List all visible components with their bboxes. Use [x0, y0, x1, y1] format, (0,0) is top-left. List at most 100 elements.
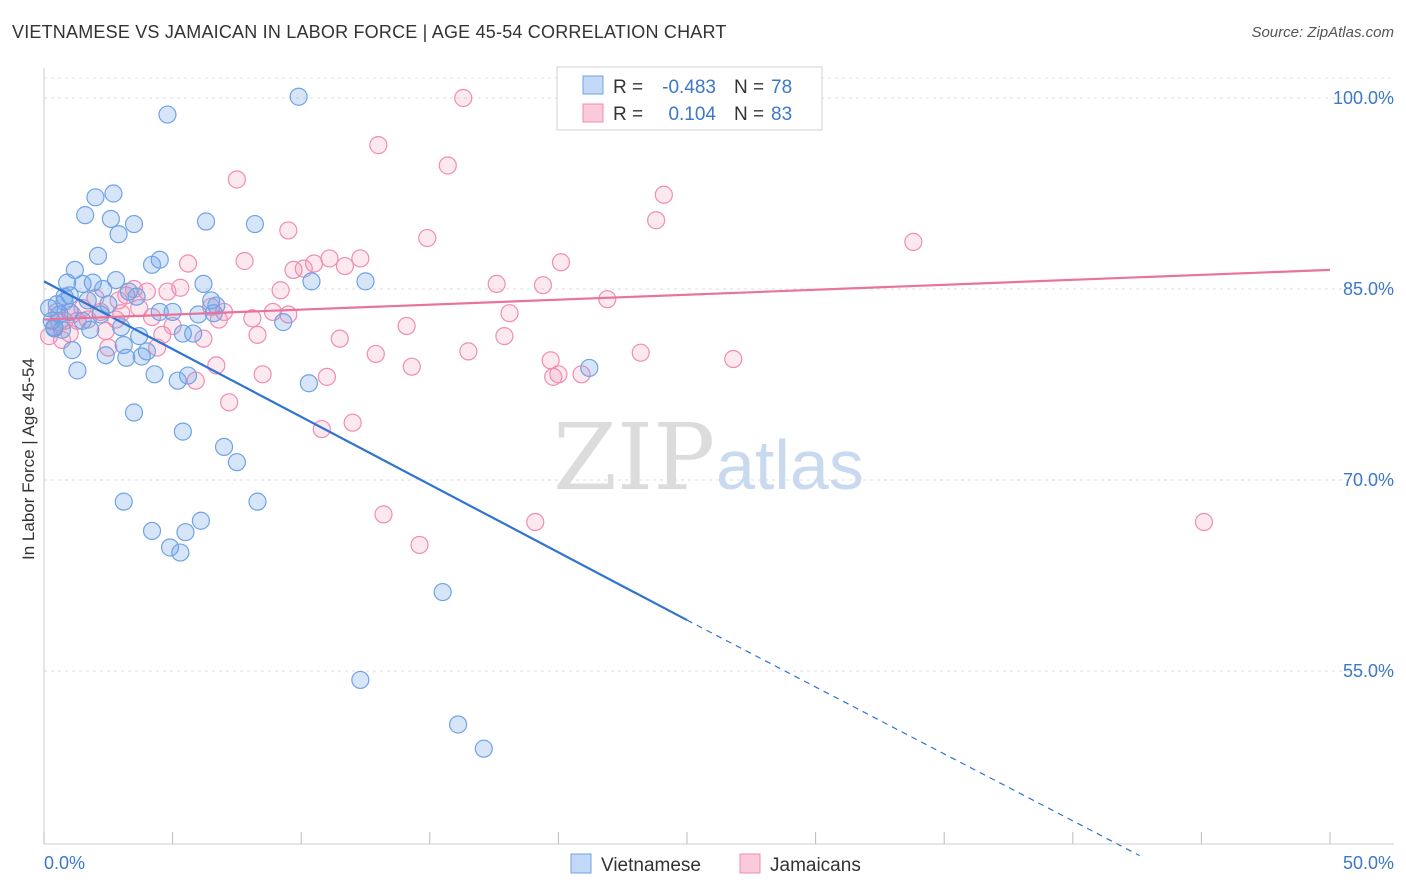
- point-jamaicans: [654, 185, 673, 204]
- point-jamaicans: [549, 365, 568, 384]
- legend-r-label-1: R =: [613, 77, 643, 98]
- y-tick-label: 100.0%: [1333, 88, 1394, 108]
- legend-r-value-2: 0.104: [668, 104, 716, 125]
- point-vietnamese: [73, 311, 92, 330]
- point-vietnamese: [227, 453, 246, 472]
- point-vietnamese: [191, 511, 210, 530]
- point-vietnamese: [106, 270, 126, 290]
- legend-n-value-2: 83: [771, 104, 792, 125]
- point-vietnamese: [109, 225, 128, 244]
- point-jamaicans: [248, 325, 267, 344]
- legend-n-label-2: N =: [734, 104, 764, 125]
- point-jamaicans: [724, 349, 743, 369]
- series-legend-label-vietnamese: Vietnamese: [601, 855, 701, 876]
- y-tick-label: 55.0%: [1343, 661, 1394, 681]
- point-jamaicans: [500, 304, 519, 323]
- point-jamaicans: [330, 329, 349, 348]
- point-vietnamese: [356, 272, 375, 291]
- point-jamaicans: [163, 316, 182, 336]
- point-jamaicans: [343, 413, 362, 432]
- x-tick-label-min: 0.0%: [44, 853, 85, 873]
- gridlines: [44, 77, 1394, 672]
- x-axis-ticks: [43, 832, 1331, 844]
- point-jamaicans: [533, 276, 553, 295]
- point-jamaicans: [235, 251, 254, 271]
- point-jamaicans: [320, 249, 339, 268]
- point-jamaicans: [369, 136, 388, 155]
- point-vietnamese: [299, 374, 319, 393]
- point-vietnamese: [99, 295, 118, 314]
- point-vietnamese: [302, 272, 321, 291]
- series-legend-swatch-jamaicans: [739, 853, 761, 874]
- point-vietnamese: [474, 739, 493, 758]
- point-jamaicans: [374, 505, 393, 524]
- point-vietnamese: [132, 347, 151, 366]
- chart-source: Source: ZipAtlas.com: [1251, 24, 1394, 41]
- point-vietnamese: [68, 361, 87, 380]
- point-vietnamese: [142, 521, 162, 541]
- legend-r-value-1: -0.483: [662, 77, 716, 98]
- stats-legend: R = -0.483 N = 78 R = 0.104 N = 83: [556, 66, 823, 131]
- point-vietnamese: [45, 319, 64, 338]
- point-jamaicans: [243, 309, 262, 328]
- point-vietnamese: [214, 437, 234, 456]
- point-jamaicans: [631, 343, 650, 362]
- point-vietnamese: [168, 371, 187, 390]
- point-jamaicans: [304, 254, 324, 273]
- legend-swatch-vietnamese: [582, 75, 604, 95]
- point-vietnamese: [178, 366, 198, 385]
- legend-n-label-1: N =: [734, 77, 764, 98]
- point-jamaicans: [178, 254, 198, 273]
- point-jamaicans: [1194, 512, 1214, 532]
- point-vietnamese: [448, 715, 468, 734]
- point-vietnamese: [274, 313, 293, 332]
- chart-title: VIETNAMESE VS JAMAICAN IN LABOR FORCE | …: [12, 22, 727, 42]
- point-vietnamese: [433, 582, 452, 602]
- point-vietnamese: [351, 670, 370, 690]
- point-jamaicans: [487, 274, 506, 294]
- point-jamaicans: [904, 232, 923, 251]
- x-tick-label-max: 50.0%: [1343, 853, 1394, 873]
- point-vietnamese: [124, 214, 144, 234]
- point-jamaicans: [397, 316, 416, 336]
- data-points: [40, 87, 1214, 758]
- point-vietnamese: [248, 492, 267, 511]
- point-jamaicans: [220, 393, 239, 412]
- point-vietnamese: [88, 246, 108, 265]
- point-vietnamese: [176, 523, 195, 542]
- point-jamaicans: [418, 228, 437, 248]
- point-vietnamese: [150, 250, 169, 269]
- point-vietnamese: [137, 342, 156, 361]
- point-vietnamese: [101, 209, 120, 229]
- point-vietnamese: [76, 206, 95, 225]
- point-vietnamese: [104, 184, 123, 203]
- point-vietnamese: [158, 105, 177, 124]
- point-jamaicans: [647, 211, 666, 230]
- point-vietnamese: [63, 341, 82, 360]
- point-jamaicans: [279, 221, 298, 240]
- point-jamaicans: [438, 156, 457, 175]
- point-vietnamese: [145, 365, 164, 384]
- point-jamaicans: [410, 535, 429, 555]
- point-vietnamese: [171, 543, 190, 562]
- point-vietnamese: [194, 274, 213, 294]
- point-vietnamese: [124, 403, 144, 422]
- point-vietnamese: [173, 422, 192, 441]
- y-tick-label: 85.0%: [1343, 279, 1394, 299]
- point-vietnamese: [160, 538, 180, 557]
- series-legend: Vietnamese Jamaicans: [570, 853, 861, 876]
- point-jamaicans: [526, 512, 545, 532]
- point-vietnamese: [196, 212, 216, 231]
- point-jamaicans: [459, 342, 478, 361]
- point-jamaicans: [194, 329, 213, 348]
- legend-swatch-jamaicans: [582, 103, 604, 123]
- point-jamaicans: [544, 367, 563, 386]
- point-vietnamese: [245, 214, 265, 234]
- series-legend-swatch-vietnamese: [570, 853, 592, 874]
- point-jamaicans: [551, 253, 571, 272]
- point-vietnamese: [86, 188, 105, 207]
- point-jamaicans: [137, 282, 156, 301]
- series-legend-label-jamaicans: Jamaicans: [770, 855, 861, 876]
- y-axis-label: In Labor Force | Age 45-54: [19, 358, 38, 560]
